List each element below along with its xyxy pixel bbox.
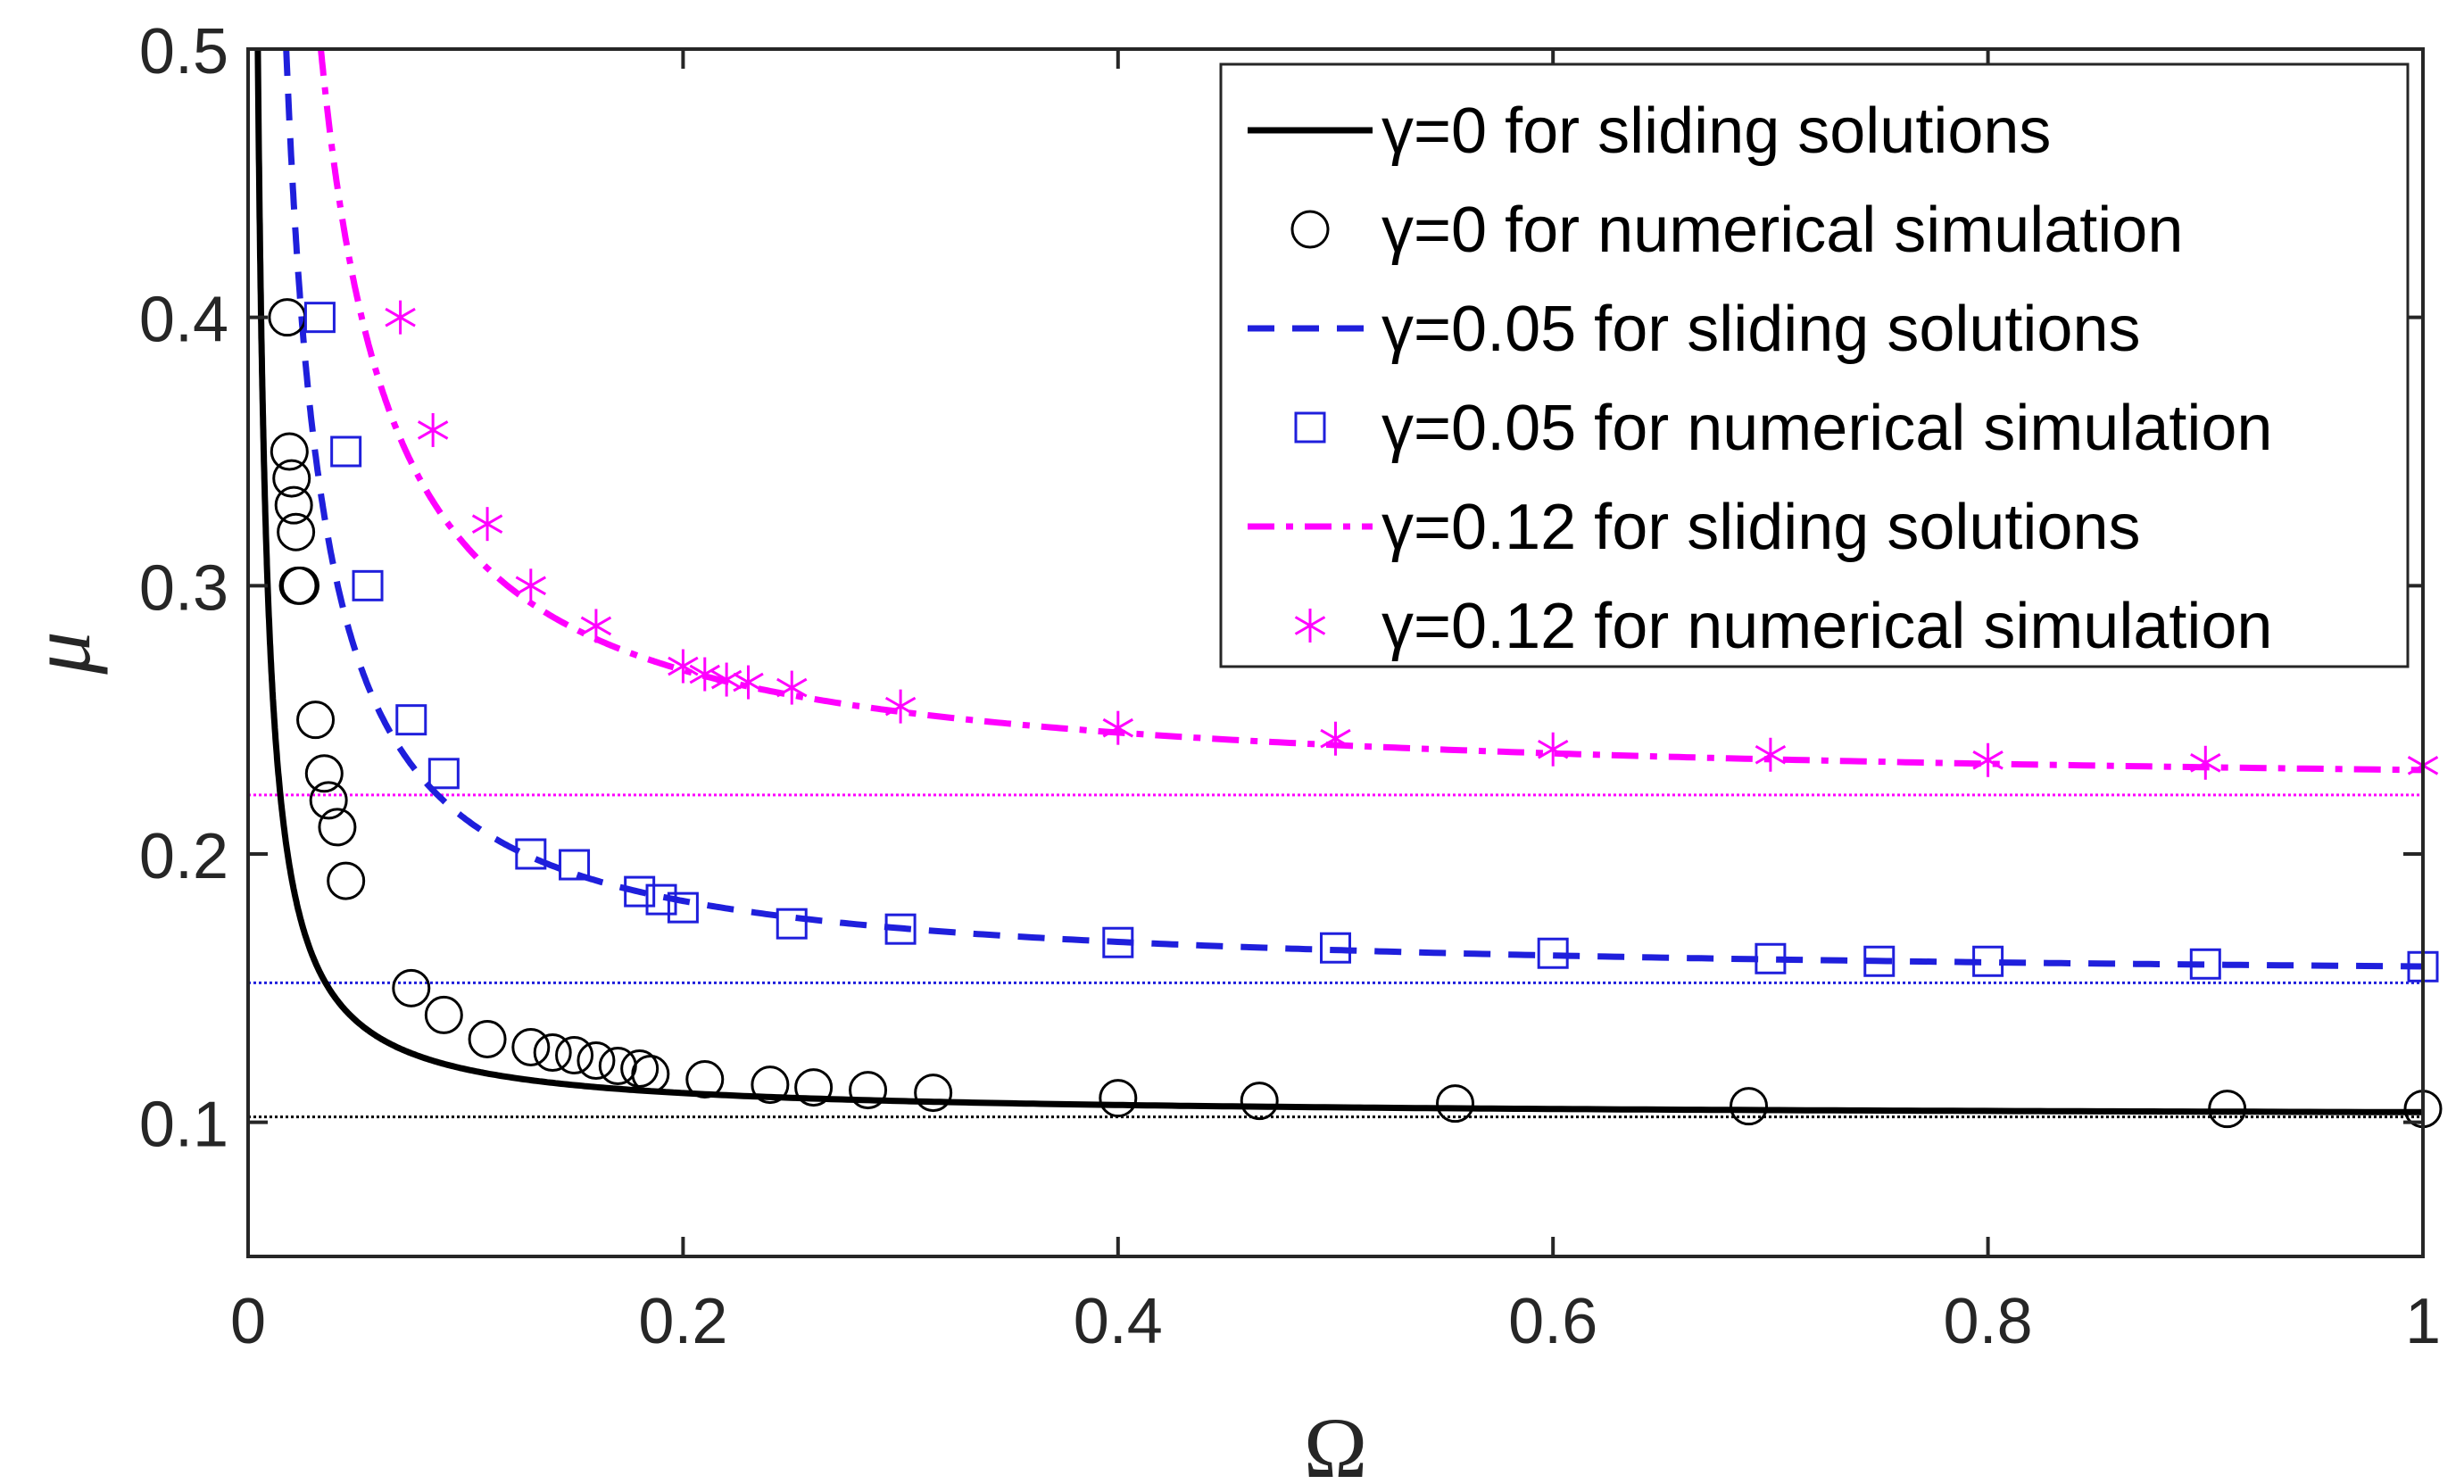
data-point-5-2 xyxy=(471,507,503,542)
data-point-5-3 xyxy=(515,568,547,603)
legend-label-3: γ=0.05 for numerical simulation xyxy=(1381,393,2272,464)
data-point-3-10 xyxy=(776,908,808,940)
legend-marker-3 xyxy=(1294,411,1326,444)
data-point-1-31 xyxy=(2208,1090,2247,1129)
data-point-1-6 xyxy=(280,566,319,605)
data-point-3-13 xyxy=(1320,932,1351,964)
data-point-3-6 xyxy=(559,849,591,881)
data-point-3-1 xyxy=(330,435,362,468)
data-point-1-22 xyxy=(685,1060,725,1099)
data-point-1-9 xyxy=(309,781,348,820)
data-point-3-14 xyxy=(1537,937,1569,969)
data-point-1-30 xyxy=(1730,1087,1769,1126)
data-point-3-7 xyxy=(624,875,656,908)
data-point-1-11 xyxy=(327,861,366,900)
legend-label-0: γ=0 for sliding solutions xyxy=(1381,95,2051,167)
series-curves xyxy=(254,48,2424,1115)
data-point-1-18 xyxy=(577,1041,616,1081)
data-point-1-16 xyxy=(533,1032,572,1072)
legend-label-1: γ=0 for numerical simulation xyxy=(1381,195,2183,266)
data-point-3-5 xyxy=(515,838,547,870)
data-point-5-15 xyxy=(1972,742,2004,777)
data-point-1-17 xyxy=(555,1036,594,1074)
data-point-1-14 xyxy=(468,1019,507,1058)
data-point-5-11 xyxy=(1102,710,1134,745)
data-point-3-16 xyxy=(1863,945,1896,977)
x-tick-label: 1 xyxy=(2405,1286,2441,1357)
y-tick-label: 0.2 xyxy=(139,821,228,892)
data-point-1-24 xyxy=(794,1068,834,1107)
data-point-3-4 xyxy=(427,758,460,790)
data-point-3-11 xyxy=(884,913,917,945)
series-curve-2 xyxy=(283,48,2424,970)
data-point-3-0 xyxy=(303,302,336,334)
data-point-3-3 xyxy=(395,704,427,736)
data-point-5-6 xyxy=(689,657,720,692)
data-point-1-8 xyxy=(304,754,344,793)
legend-marker-5 xyxy=(1294,609,1326,643)
x-tick-label: 0 xyxy=(230,1286,266,1357)
legend-label-4: γ=0.12 for sliding solutions xyxy=(1381,492,2141,563)
data-point-1-25 xyxy=(849,1071,888,1110)
x-tick-label: 0.4 xyxy=(1074,1286,1163,1357)
data-point-1-7 xyxy=(296,701,336,740)
y-tick-label: 0.4 xyxy=(139,285,228,356)
data-point-1-10 xyxy=(318,808,357,847)
data-point-5-12 xyxy=(1320,721,1351,756)
data-point-1-12 xyxy=(392,968,431,1007)
legend-marker-1 xyxy=(1290,210,1330,249)
data-point-3-9 xyxy=(667,891,699,924)
data-point-1-23 xyxy=(751,1065,790,1105)
data-point-3-12 xyxy=(1102,926,1134,958)
data-point-3-2 xyxy=(352,569,384,601)
data-point-5-1 xyxy=(417,412,449,447)
series-markers xyxy=(268,298,2443,1129)
data-point-5-10 xyxy=(884,689,917,724)
axes-box xyxy=(246,47,2425,1258)
data-point-3-15 xyxy=(1755,942,1787,974)
data-point-3-8 xyxy=(645,883,677,916)
data-point-1-27 xyxy=(1099,1079,1138,1118)
data-point-5-0 xyxy=(385,300,416,335)
data-point-5-4 xyxy=(580,609,612,643)
legend-label-2: γ=0.05 for sliding solutions xyxy=(1381,294,2141,365)
data-point-5-16 xyxy=(2190,745,2221,780)
y-axis-label: μ xyxy=(12,631,108,675)
series-curve-4 xyxy=(318,48,2424,774)
x-tick-label: 0.8 xyxy=(1944,1286,2033,1357)
axis-tick-labels: 0 0.2 0.4 0.6 0.8 1 0.1 0.2 0.3 0.4 0.5 xyxy=(139,16,2441,1357)
y-tick-label: 0.5 xyxy=(139,16,228,87)
data-point-1-29 xyxy=(1436,1084,1475,1123)
data-point-1-3 xyxy=(274,485,313,525)
data-point-5-8 xyxy=(733,665,764,700)
x-tick-label: 0.2 xyxy=(638,1286,727,1357)
data-point-1-21 xyxy=(631,1055,670,1094)
x-tick-label: 0.6 xyxy=(1508,1286,1597,1357)
legend: γ=0 for sliding solutions γ=0 for numeric… xyxy=(1219,62,2410,668)
data-point-5-5 xyxy=(668,649,699,684)
data-point-5-13 xyxy=(1537,732,1569,767)
data-point-1-26 xyxy=(914,1074,953,1113)
data-point-5-14 xyxy=(1755,737,1787,772)
data-point-1-13 xyxy=(424,995,463,1034)
y-tick-label: 0.3 xyxy=(139,552,228,624)
series-curve-0 xyxy=(254,48,2423,1115)
x-axis-label: Ω xyxy=(1304,1400,1367,1484)
data-point-3-18 xyxy=(2189,948,2221,980)
legend-label-5: γ=0.12 for numerical simulation xyxy=(1381,591,2272,662)
legend-box xyxy=(1219,62,2410,668)
data-point-5-9 xyxy=(776,670,808,705)
data-point-3-17 xyxy=(1972,945,2004,977)
data-point-1-15 xyxy=(511,1027,551,1066)
y-tick-label: 0.1 xyxy=(139,1090,228,1161)
data-point-1-1 xyxy=(270,432,309,471)
data-point-1-4 xyxy=(277,512,316,551)
data-point-1-28 xyxy=(1240,1082,1279,1121)
reference-lines xyxy=(248,793,2423,1119)
data-point-1-2 xyxy=(272,459,311,498)
